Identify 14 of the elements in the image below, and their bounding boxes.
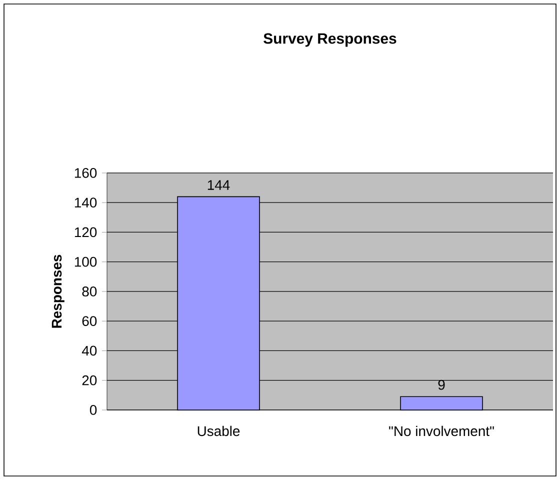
y-tick-label: 120 — [74, 227, 97, 238]
y-tick-label: 100 — [74, 256, 97, 267]
chart-title: Survey Responses — [264, 33, 396, 47]
y-tick-label: 20 — [82, 375, 97, 386]
y-tick-label: 140 — [74, 198, 97, 208]
y-tick-label: 160 — [74, 168, 97, 178]
y-tick-label: 0 — [90, 405, 97, 415]
data-label: 144 — [208, 180, 230, 190]
x-tick-label: "No involvement" — [389, 426, 494, 436]
y-tick-label: 80 — [82, 286, 97, 296]
x-tick-label: Usable — [198, 426, 240, 436]
y-tick-label: 40 — [82, 346, 97, 356]
y-tick-label: 60 — [82, 316, 97, 326]
y-axis-title: Responses — [52, 254, 64, 328]
